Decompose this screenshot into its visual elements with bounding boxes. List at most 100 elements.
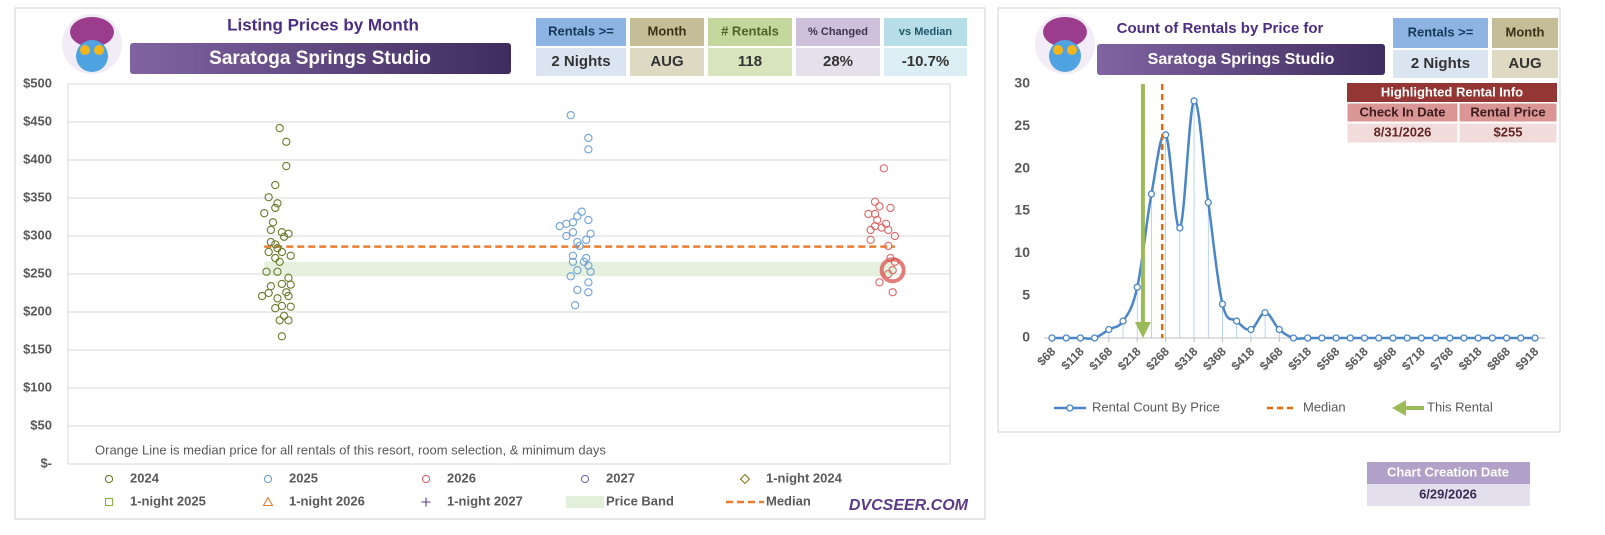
data-point xyxy=(1190,97,1198,105)
data-point xyxy=(575,241,584,251)
table-header: Check In Date xyxy=(1360,104,1446,119)
y-tick-label: 10 xyxy=(1014,244,1030,260)
y-tick-label: 0 xyxy=(1022,329,1030,345)
table-title-cell xyxy=(1347,83,1557,102)
stat-value-cell xyxy=(796,48,880,76)
data-point xyxy=(1474,334,1482,342)
data-point xyxy=(890,231,900,241)
table-cell xyxy=(1346,122,1459,144)
legend-label: 2026 xyxy=(447,470,476,485)
legend-label: 1-night 2027 xyxy=(447,493,523,508)
y-tick-label: 20 xyxy=(1014,159,1030,175)
data-point xyxy=(562,231,571,241)
data-point xyxy=(277,279,287,289)
data-point xyxy=(1460,334,1468,342)
data-point xyxy=(275,257,284,266)
legend-label: 2025 xyxy=(289,470,318,485)
table-value: $255 xyxy=(1494,124,1523,139)
data-point xyxy=(866,225,875,235)
stat-label: Rentals >= xyxy=(548,23,614,38)
data-point xyxy=(886,203,895,213)
avatar-left xyxy=(62,14,122,74)
data-point xyxy=(1531,334,1539,342)
data-point xyxy=(279,311,289,320)
stat-value-cell xyxy=(1393,50,1488,78)
legend-swatch xyxy=(263,474,273,484)
watermark: DVCSEER.COM xyxy=(849,497,969,514)
right-title: Count of Rentals by Price for xyxy=(1117,20,1324,37)
stat-label-cell xyxy=(708,18,792,46)
data-point xyxy=(1360,334,1369,342)
left-title: Listing Prices by Month xyxy=(227,15,419,34)
data-point xyxy=(1403,334,1411,342)
legend-swatch xyxy=(1066,404,1074,412)
data-point xyxy=(582,235,591,244)
data-point xyxy=(884,269,893,279)
table-header: Rental Price xyxy=(1470,104,1545,119)
stat-value: 2 Nights xyxy=(551,53,610,70)
data-point xyxy=(1517,334,1525,342)
stat-label: vs Median xyxy=(899,26,952,38)
data-point xyxy=(1289,334,1298,342)
data-point xyxy=(282,137,291,146)
y-tick-label: $400 xyxy=(23,151,52,166)
table-title: Highlighted Rental Info xyxy=(1381,84,1523,99)
legend-swatch xyxy=(739,473,751,485)
data-point xyxy=(284,316,293,325)
data-point xyxy=(571,301,580,310)
data-point xyxy=(568,257,578,266)
data-point xyxy=(1133,283,1141,291)
legend-swatch xyxy=(104,497,114,507)
data-point xyxy=(577,207,586,216)
legend-swatch xyxy=(580,474,590,484)
y-tick-label: 30 xyxy=(1014,75,1030,91)
data-point xyxy=(1346,334,1354,342)
data-point xyxy=(1261,308,1269,317)
data-point xyxy=(875,278,884,287)
data-point xyxy=(1090,334,1099,342)
data-point xyxy=(279,232,289,241)
data-point xyxy=(286,280,295,289)
data-point xyxy=(264,193,273,202)
legend-label: 1-night 2024 xyxy=(766,470,843,485)
data-point xyxy=(888,288,897,297)
stat-label-cell xyxy=(884,18,967,46)
data-point xyxy=(584,278,593,287)
data-point xyxy=(884,241,893,251)
data-point xyxy=(586,229,595,238)
data-point xyxy=(284,291,293,301)
data-point xyxy=(584,145,593,154)
stat-value-cell xyxy=(884,48,967,76)
data-point xyxy=(273,294,282,303)
data-point xyxy=(1119,317,1127,325)
data-point xyxy=(1275,325,1283,334)
data-point xyxy=(875,202,884,211)
legend-label: 1-night 2026 xyxy=(289,493,365,508)
data-point xyxy=(257,291,267,301)
data-point xyxy=(555,221,564,231)
y-tick-label: $50 xyxy=(30,417,52,432)
data-point xyxy=(1105,325,1113,334)
data-point xyxy=(286,302,295,311)
y-tick-label: $200 xyxy=(23,303,52,318)
data-point xyxy=(573,285,582,295)
y-tick-label: $500 xyxy=(23,75,52,90)
data-point xyxy=(1233,317,1241,325)
data-point xyxy=(1218,300,1227,308)
legend-label: Median xyxy=(1303,399,1346,414)
data-point xyxy=(566,111,575,120)
data-point xyxy=(1304,334,1312,342)
legend-label: 1-night 2025 xyxy=(130,493,206,508)
legend-swatch xyxy=(262,496,274,507)
data-point xyxy=(286,251,295,260)
y-tick-label: $150 xyxy=(23,341,52,356)
stat-label-cell xyxy=(630,18,704,46)
y-tick-label: 25 xyxy=(1014,117,1030,133)
table-cell xyxy=(1458,122,1558,144)
stat-value-cell xyxy=(536,48,626,76)
data-point xyxy=(1389,334,1397,342)
data-point xyxy=(568,228,578,237)
data-point xyxy=(1161,131,1170,139)
highlight-ring xyxy=(879,257,906,284)
data-point xyxy=(573,212,582,221)
